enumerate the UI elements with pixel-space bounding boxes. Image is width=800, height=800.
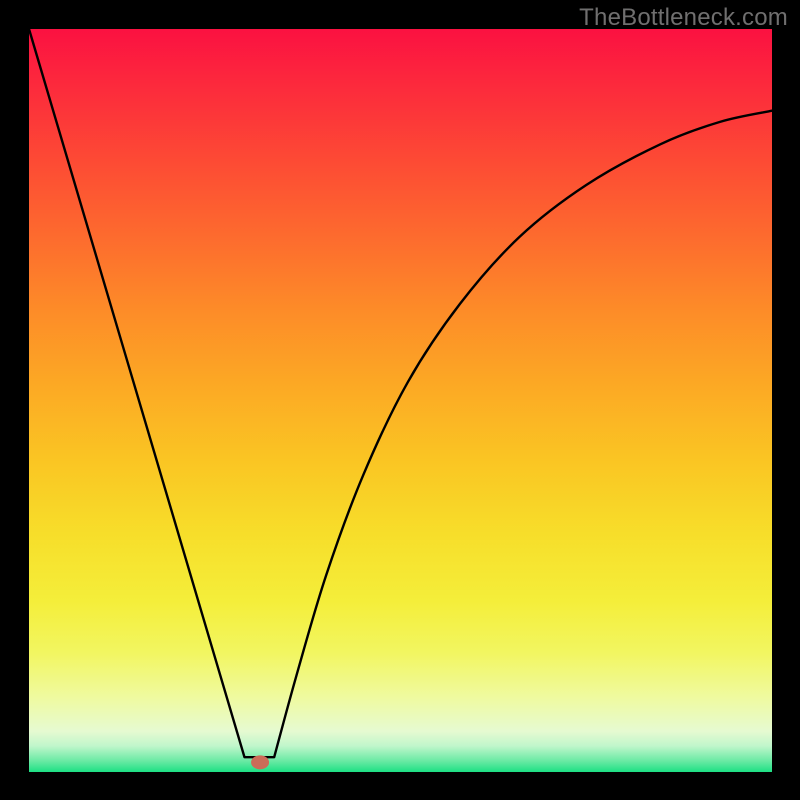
optimum-marker: [251, 755, 269, 769]
chart-container: TheBottleneck.com: [0, 0, 800, 800]
watermark-text: TheBottleneck.com: [579, 4, 788, 32]
bottleneck-chart: [0, 0, 800, 800]
plot-background: [29, 29, 772, 772]
